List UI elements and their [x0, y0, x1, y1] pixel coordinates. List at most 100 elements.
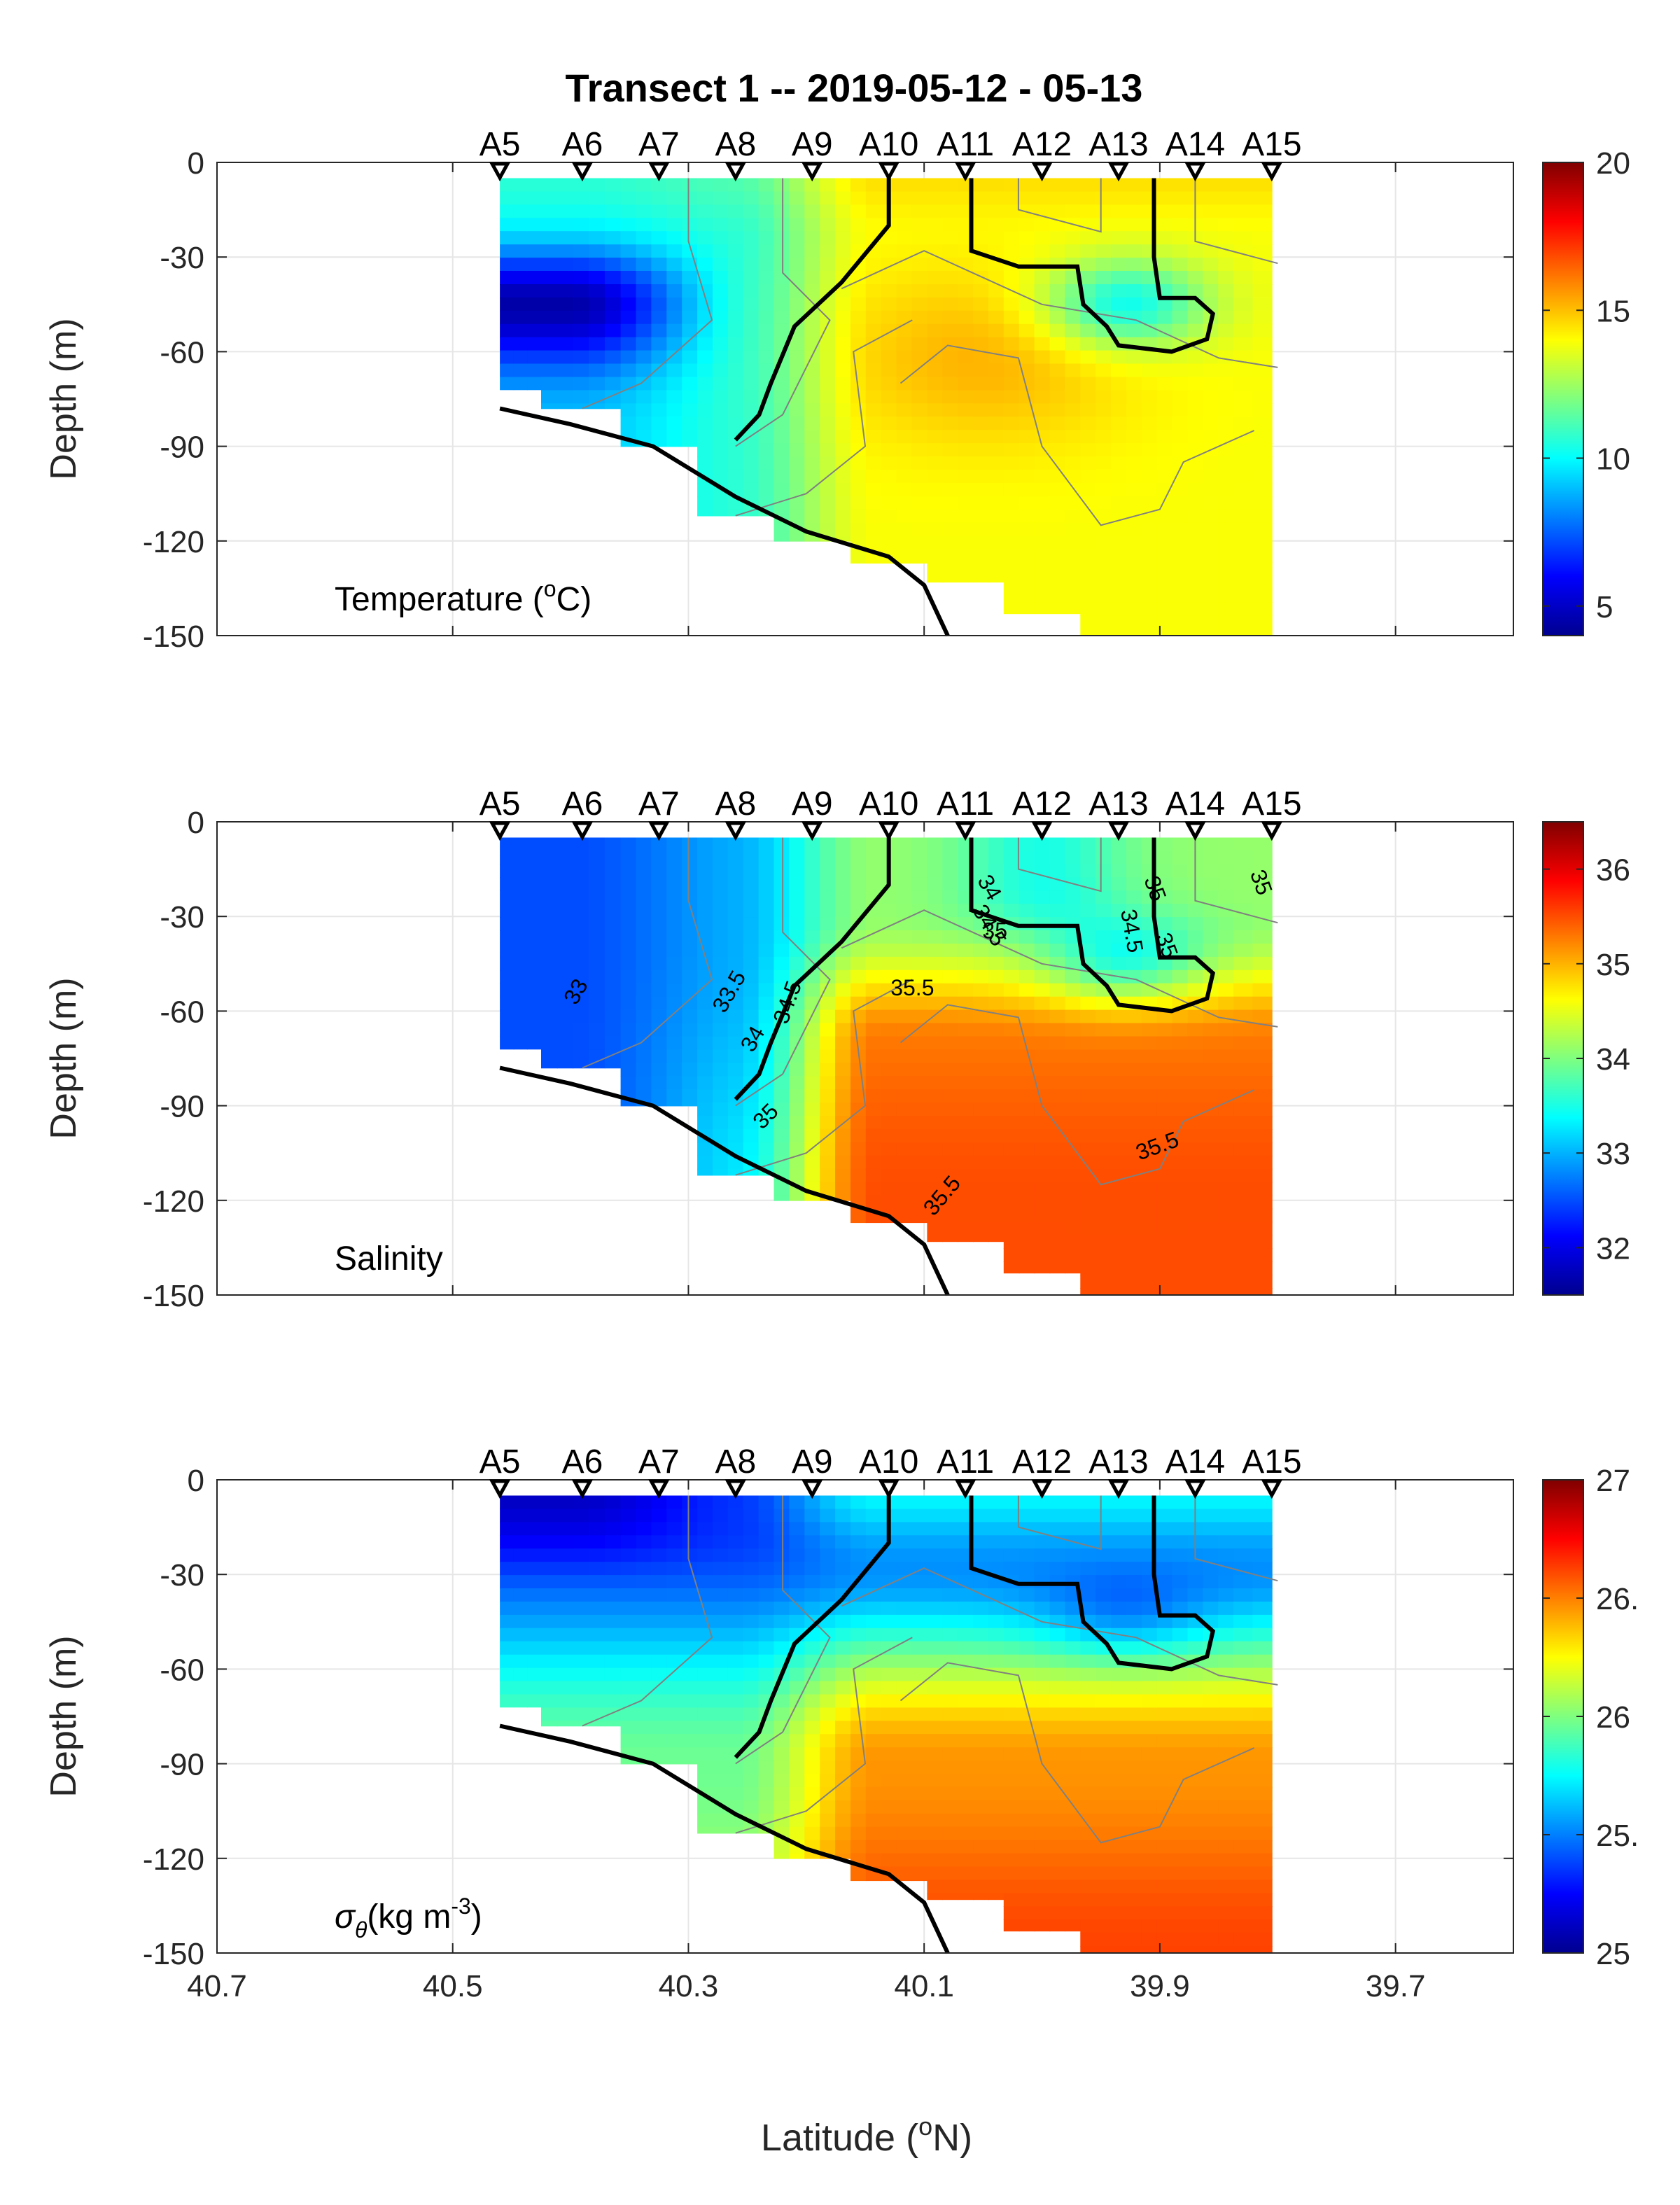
heatmap-cell — [804, 1813, 820, 1828]
heatmap-cell — [743, 1009, 760, 1024]
heatmap-cell — [513, 837, 528, 852]
heatmap-cell — [1141, 1288, 1158, 1296]
heatmap-cell — [835, 377, 851, 391]
heatmap-cell — [697, 1168, 713, 1176]
heatmap-cell — [958, 509, 974, 524]
heatmap-cell — [789, 509, 806, 524]
heatmap-cell — [942, 996, 958, 1011]
heatmap-cell — [896, 430, 913, 444]
heatmap-cell — [835, 430, 851, 444]
heatmap-cell — [713, 1628, 729, 1642]
heatmap-cell — [1111, 1128, 1127, 1143]
heatmap-cell — [743, 323, 760, 338]
heatmap-cell — [958, 284, 974, 298]
station-marker — [1107, 162, 1130, 182]
heatmap-cell — [774, 310, 790, 325]
heatmap-cell — [682, 178, 698, 192]
heatmap-cell — [589, 983, 606, 997]
heatmap-cell — [988, 509, 1004, 524]
heatmap-cell — [911, 1049, 928, 1064]
heatmap-cell — [713, 1614, 729, 1629]
heatmap-cell — [789, 1535, 806, 1549]
heatmap-cell — [1172, 1063, 1189, 1077]
heatmap-cell — [927, 1840, 944, 1854]
heatmap-cell — [682, 930, 698, 944]
heatmap-cell — [1187, 1588, 1204, 1602]
heatmap-cell — [1141, 1009, 1158, 1024]
heatmap-cell — [988, 323, 1004, 338]
heatmap-cell — [541, 956, 558, 971]
heatmap-cell — [850, 377, 867, 391]
heatmap-cell — [636, 983, 652, 997]
heatmap-cell — [620, 284, 637, 298]
heatmap-cell — [636, 837, 652, 852]
heatmap-cell — [1141, 1049, 1158, 1064]
heatmap-cell — [789, 1063, 806, 1077]
heatmap-cell — [636, 297, 652, 312]
heatmap-cell — [988, 390, 1004, 405]
heatmap-cell — [911, 1813, 928, 1828]
heatmap-cell — [636, 350, 652, 365]
heatmap-cell — [1111, 1275, 1127, 1289]
heatmap-cell — [850, 522, 867, 537]
heatmap-cell — [911, 890, 928, 904]
heatmap-cell — [820, 1588, 836, 1602]
heatmap-cell — [881, 1089, 897, 1103]
heatmap-cell — [1065, 443, 1082, 457]
heatmap-cell — [820, 271, 836, 285]
heatmap-cell — [820, 1694, 836, 1709]
heatmap-cell — [1096, 482, 1112, 497]
heatmap-cell — [1187, 284, 1204, 298]
heatmap-cell — [1172, 284, 1189, 298]
heatmap-cell — [850, 1023, 867, 1037]
heatmap-cell — [636, 337, 652, 351]
heatmap-cell — [620, 1588, 637, 1602]
heatmap-cell — [942, 1128, 958, 1143]
heatmap-cell — [1018, 1142, 1035, 1156]
heatmap-cell — [1252, 1774, 1273, 1788]
heatmap-cell — [573, 1707, 589, 1722]
heatmap-cell — [1187, 1235, 1204, 1250]
heatmap-cell — [850, 837, 867, 852]
heatmap-cell — [789, 1495, 806, 1510]
heatmap-cell — [713, 496, 729, 510]
heatmap-cell — [1096, 1575, 1112, 1589]
heatmap-cell — [1111, 258, 1127, 272]
heatmap-cell — [573, 1614, 589, 1629]
heatmap-cell — [973, 1786, 989, 1801]
heatmap-cell — [881, 969, 897, 984]
heatmap-cell — [927, 1562, 944, 1576]
heatmap-cell — [1172, 522, 1189, 537]
heatmap-cell — [573, 231, 589, 245]
heatmap-cell — [973, 1049, 989, 1064]
heatmap-cell — [911, 1036, 928, 1051]
heatmap-cell — [556, 890, 574, 904]
heatmap-cell — [1187, 549, 1204, 564]
heatmap-cell — [850, 204, 867, 219]
heatmap-cell — [727, 178, 744, 192]
heatmap-cell — [1156, 1641, 1173, 1656]
y-tick-label: -60 — [160, 1653, 204, 1687]
heatmap-cell — [697, 1009, 713, 1024]
heatmap-cell — [973, 1826, 989, 1841]
heatmap-cell — [636, 1721, 652, 1735]
heatmap-cell — [1126, 629, 1142, 636]
heatmap-cell — [911, 864, 928, 878]
heatmap-cell — [1080, 1906, 1096, 1920]
heatmap-cell — [1111, 1760, 1127, 1774]
heatmap-cell — [820, 1182, 836, 1196]
heatmap-cell — [973, 575, 989, 583]
heatmap-cell — [1203, 1063, 1219, 1077]
heatmap-cell — [1126, 1208, 1142, 1223]
heatmap-cell — [850, 1813, 867, 1828]
heatmap-cell — [1141, 629, 1158, 636]
heatmap-cell — [988, 1614, 1004, 1629]
figure-title: Transect 1 -- 2019-05-12 - 05-13 — [566, 66, 1143, 110]
heatmap-cell — [1111, 1248, 1127, 1262]
heatmap-cell — [666, 430, 682, 444]
heatmap-cell — [835, 1813, 851, 1828]
heatmap-cell — [927, 1508, 944, 1523]
heatmap-cell — [743, 284, 760, 298]
heatmap-cell — [881, 363, 897, 378]
heatmap-cell — [743, 363, 760, 378]
